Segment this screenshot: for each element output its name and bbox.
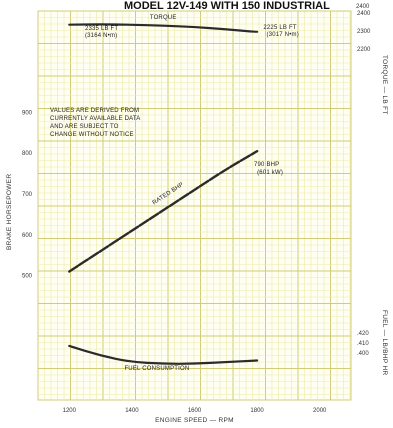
hp-tick-label: 600 — [22, 233, 33, 239]
hp-axis-label: BRAKE HORSEPOWER — [6, 174, 13, 250]
fuel-tick-label: .420 — [357, 331, 369, 337]
torque-label: TORQUE — [150, 15, 177, 21]
disclaimer-note-line: AND ARE SUBJECT TO — [50, 124, 119, 130]
x-tick-label: 2000 — [313, 408, 327, 414]
top-value-label: 2400 — [356, 4, 370, 10]
fuel-axis-label: FUEL — LB/BHP HR — [381, 310, 388, 375]
hp-tick-label: 500 — [22, 274, 33, 280]
bhp-end-label: 790 BHP — [254, 162, 279, 168]
torque-end-label: 2225 LB FT — [263, 25, 296, 31]
fuel-tick-label: .410 — [357, 341, 369, 347]
x-tick-label: 1400 — [125, 408, 139, 414]
torque-tick-label: 2400 — [357, 11, 371, 17]
chart-title: MODEL 12V-149 WITH 150 INDUSTRIAL — [124, 0, 330, 12]
torque-tick-label: 2300 — [357, 29, 371, 35]
torque-tick-label: 2200 — [357, 47, 371, 53]
hp-tick-label: 900 — [22, 110, 33, 116]
torque-axis-label: TORQUE — LB FT — [381, 55, 388, 115]
x-tick-label: 1600 — [188, 408, 202, 414]
disclaimer-note-line: VALUES ARE DERIVED FROM — [50, 108, 139, 114]
torque-peak-label: 2335 LB FT — [85, 26, 118, 32]
hp-tick-label: 800 — [22, 151, 33, 157]
x-axis-label: ENGINE SPEED — RPM — [155, 417, 234, 423]
chart-grid — [38, 11, 351, 400]
x-tick-label: 1200 — [63, 408, 77, 414]
x-tick-label: 1800 — [250, 408, 264, 414]
fuel-tick-label: .400 — [357, 351, 369, 357]
disclaimer-note-line: CHANGE WITHOUT NOTICE — [50, 132, 134, 138]
torque-end-unit: (3017 N•m) — [266, 32, 298, 38]
bhp-end-unit: (601 kW) — [257, 170, 283, 176]
hp-tick-label: 700 — [22, 192, 33, 198]
disclaimer-note-line: CURRENTLY AVAILABLE DATA — [50, 116, 141, 122]
torque-peak-unit: (3164 N•m) — [85, 33, 117, 39]
fuel-consumption-label: FUEL CONSUMPTION — [124, 366, 189, 372]
